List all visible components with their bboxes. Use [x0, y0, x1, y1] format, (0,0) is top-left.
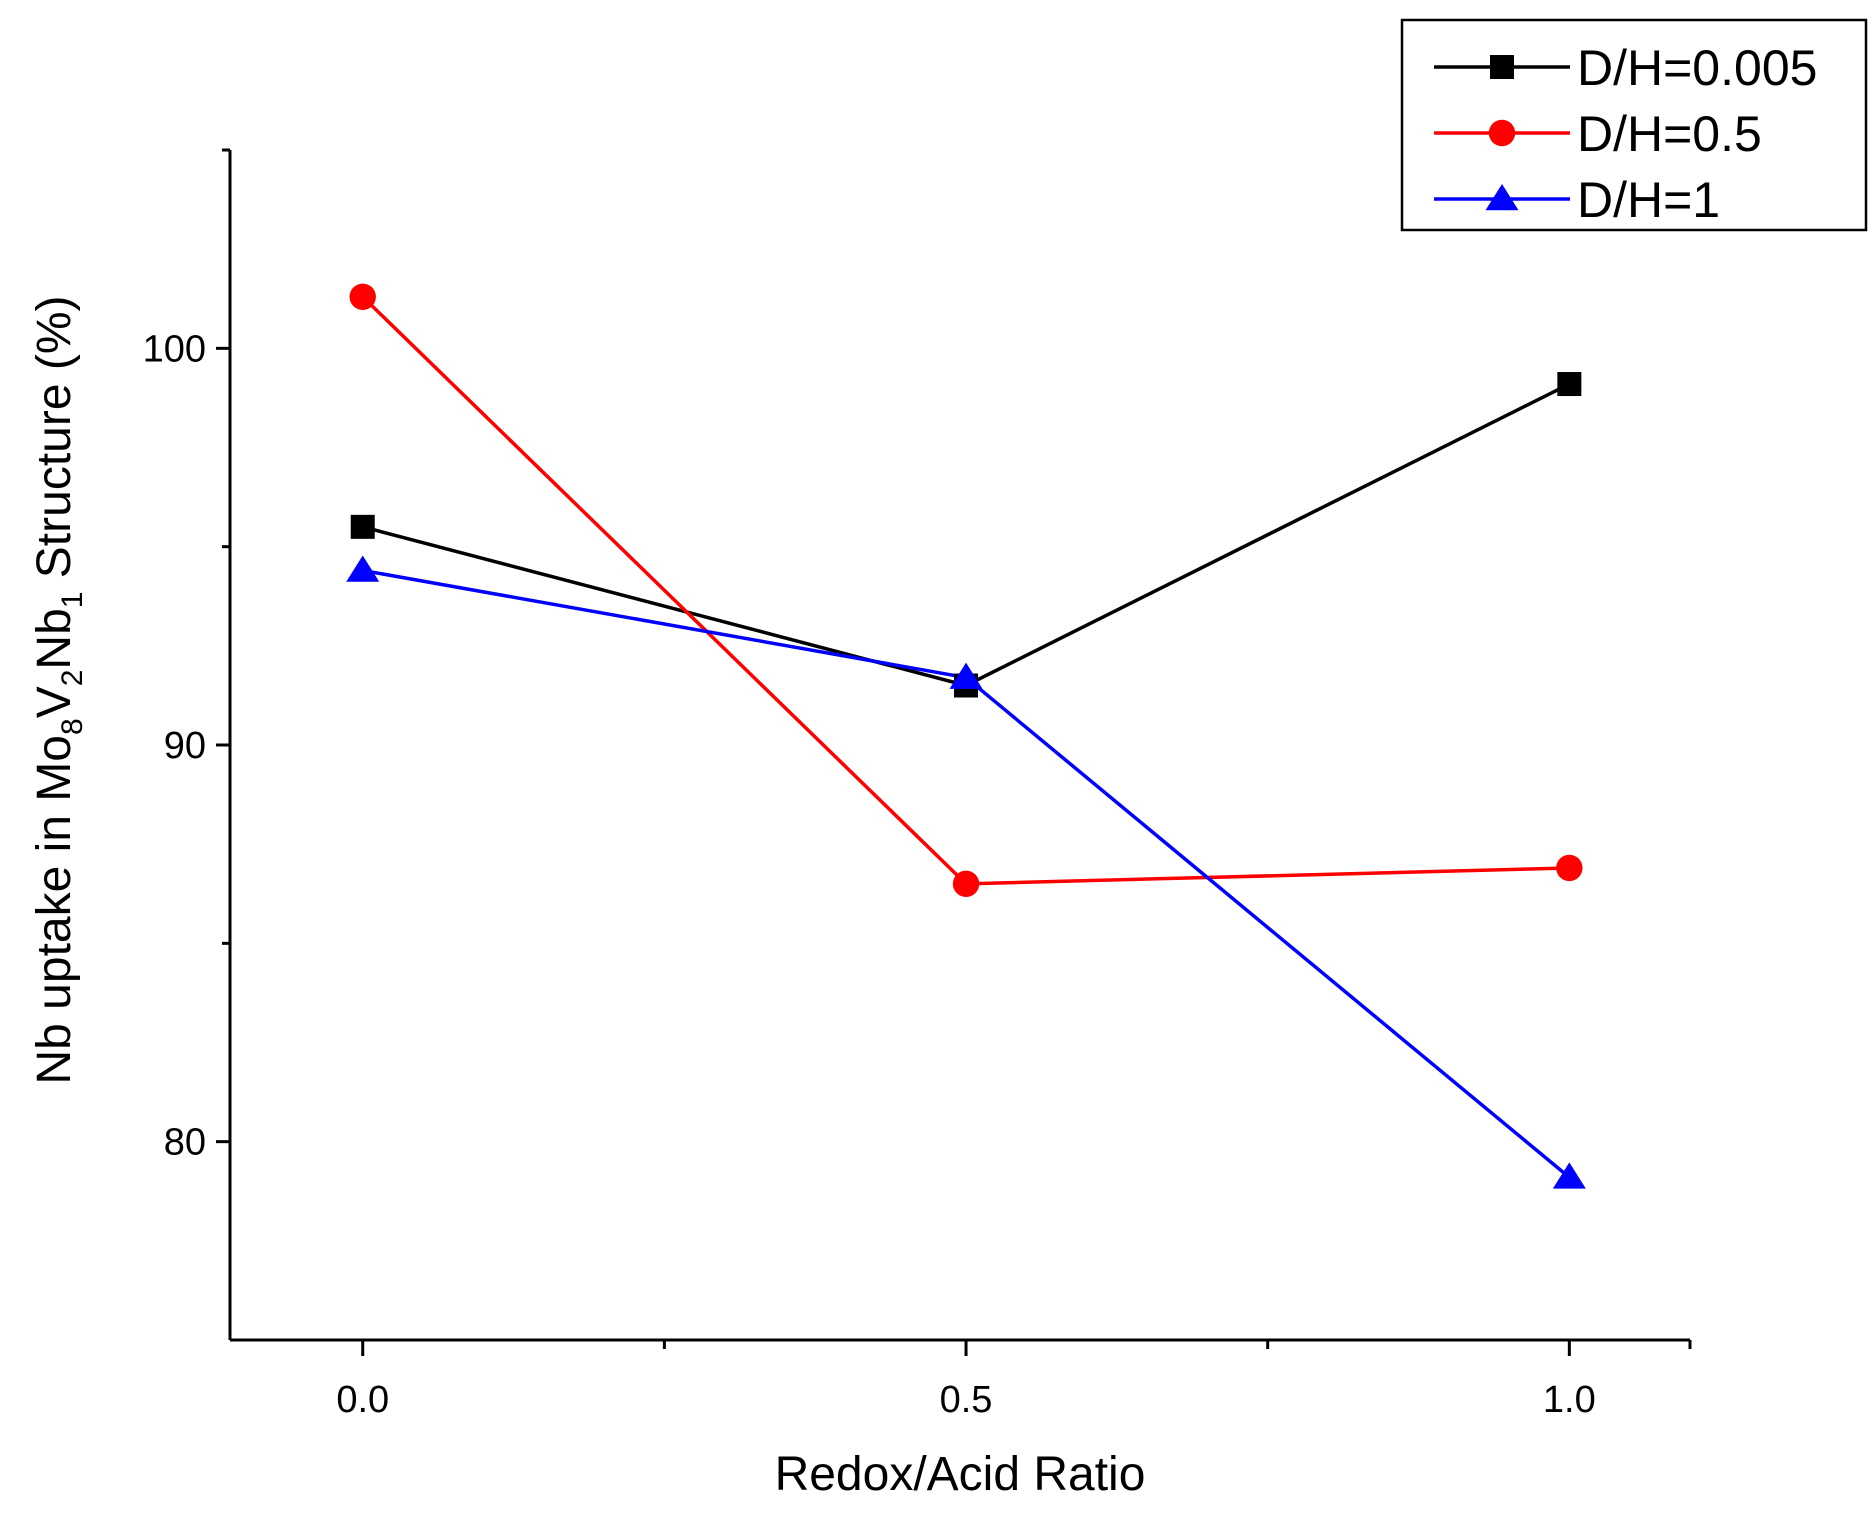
- y-axis-title-part: V: [28, 686, 81, 718]
- data-point: [350, 514, 375, 539]
- legend-label: D/H=0.5: [1577, 106, 1762, 162]
- y-tick-label: 100: [143, 328, 206, 370]
- data-point: [1552, 1162, 1586, 1189]
- data-point: [1557, 372, 1582, 397]
- data-point: [346, 555, 380, 582]
- y-tick-label: 80: [164, 1122, 206, 1164]
- y-axis-title-part: Nb uptake in Mo: [28, 735, 81, 1085]
- series-markers: [346, 283, 1586, 1189]
- legend-box: [1400, 18, 1868, 232]
- legend-marker: [1485, 184, 1519, 211]
- series-line-2: [361, 295, 1570, 886]
- y-axis-title-part: Nb: [28, 608, 81, 669]
- series-lines: [361, 295, 1571, 1179]
- legend: D/H=0.005 D/H=0.5 D/H=1: [1400, 18, 1868, 232]
- legend-marker: [1488, 119, 1516, 147]
- data-point: [349, 283, 376, 310]
- x-tick-label: 1.0: [1543, 1379, 1596, 1421]
- legend-label: D/H=1: [1577, 172, 1720, 228]
- legend-marker: [1490, 55, 1514, 79]
- data-point: [952, 870, 980, 898]
- y-axis-title-sub: 2: [56, 670, 89, 687]
- x-axis-title: Redox/Acid Ratio: [775, 1448, 1146, 1501]
- x-tick-label: 0.0: [336, 1379, 389, 1421]
- legend-label: D/H=0.005: [1577, 40, 1817, 96]
- y-axis-title-sub: 1: [56, 592, 89, 609]
- y-axis-title-sub: 8: [56, 718, 89, 735]
- data-point: [1556, 854, 1583, 882]
- axes: 80 90 100 0.0 0.5 1.0: [143, 148, 1692, 1421]
- x-tick-label: 0.5: [940, 1379, 993, 1421]
- series-line-1: [362, 382, 1571, 688]
- y-tick-label: 90: [164, 725, 206, 767]
- y-axis-title-part: Structure (%): [28, 295, 81, 591]
- data-point: [949, 662, 983, 689]
- y-axis-title: Nb uptake in Mo8V2Nb1 Structure (%): [28, 295, 89, 1084]
